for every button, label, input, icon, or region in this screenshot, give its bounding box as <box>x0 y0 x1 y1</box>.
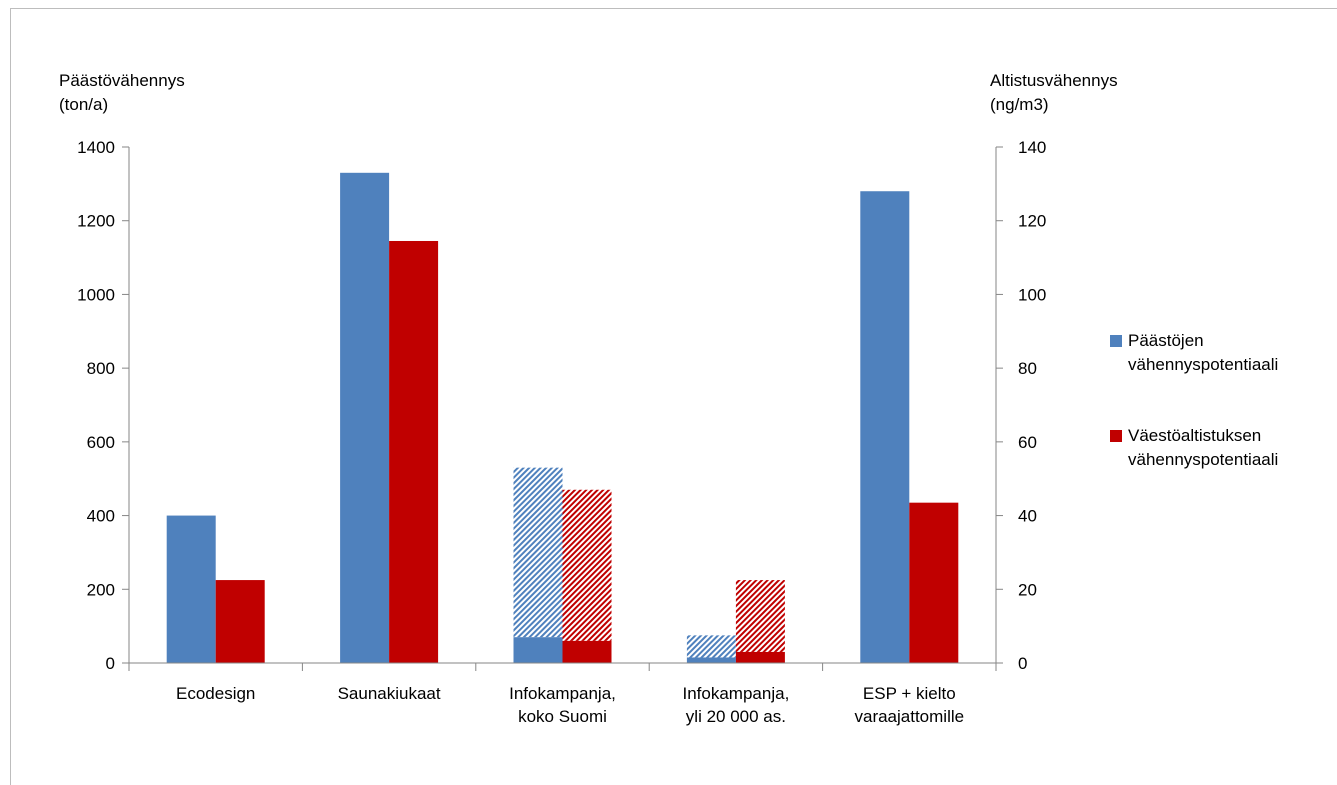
y-right-axis-title: (ng/m3) <box>990 95 1049 114</box>
legend: Päästöjen vähennyspotentiaali Väestöaltist… <box>1110 331 1278 469</box>
bar-exposure-1 <box>389 240 439 663</box>
y-left-tick-label: 0 <box>106 654 115 673</box>
y-left-axis-title: (ton/a) <box>59 95 108 114</box>
legend-label: Väestöaltistuksen <box>1128 426 1261 445</box>
y-left-tick-label: 1200 <box>77 212 115 231</box>
bar-exposure-3 <box>735 651 785 663</box>
bar-hatched-emission-2 <box>513 467 563 638</box>
y-right-tick-label: 80 <box>1018 359 1037 378</box>
legend-label: vähennyspotentiaali <box>1128 450 1278 469</box>
bar-emission-1 <box>340 172 390 664</box>
y-left-axis-title: Päästövähennys <box>59 71 185 90</box>
bar-hatched-emission-3 <box>686 635 736 658</box>
legend-swatch-0 <box>1110 335 1122 347</box>
x-category-label: varaajattomille <box>854 707 964 726</box>
chart-frame <box>10 8 1337 785</box>
bar-hatched-exposure-3 <box>735 580 785 652</box>
y-right-tick-label: 140 <box>1018 138 1046 157</box>
bar-emission-0 <box>166 515 216 663</box>
x-category-label: Infokampanja, <box>683 684 790 703</box>
y-left-tick-label: 600 <box>87 433 115 452</box>
bar-exposure-4 <box>909 502 959 663</box>
y-left-tick-label: 400 <box>87 507 115 526</box>
x-category-label: yli 20 000 as. <box>686 707 786 726</box>
y-left-tick-label: 1000 <box>77 285 115 304</box>
labels-layer: 0 200 400 600 800 1000 1200 1400 0 20 40 60 80 100 120… <box>59 71 1118 726</box>
y-right-tick-label: 120 <box>1018 212 1046 231</box>
bar-exposure-2 <box>562 640 612 663</box>
axes-layer <box>122 146 1003 671</box>
y-right-tick-label: 20 <box>1018 580 1037 599</box>
y-right-tick-label: 0 <box>1018 654 1027 673</box>
y-right-axis-title: Altistusvähennys <box>990 71 1118 90</box>
legend-label: vähennyspotentiaali <box>1128 355 1278 374</box>
x-category-label: koko Suomi <box>518 707 607 726</box>
y-left-tick-label: 200 <box>87 580 115 599</box>
y-right-tick-label: 100 <box>1018 285 1046 304</box>
bar-exposure-0 <box>215 580 265 663</box>
bar-emission-2 <box>513 637 563 663</box>
bar-hatched-exposure-2 <box>562 489 612 641</box>
legend-swatch-1 <box>1110 430 1122 442</box>
y-left-tick-label: 1400 <box>77 138 115 157</box>
x-category-label: Infokampanja, <box>509 684 616 703</box>
bars-layer <box>166 172 959 664</box>
y-right-tick-label: 40 <box>1018 507 1037 526</box>
bar-emission-3 <box>686 657 736 663</box>
x-category-label: Ecodesign <box>176 684 255 703</box>
legend-label: Päästöjen <box>1128 331 1204 350</box>
bar-emission-4 <box>860 191 910 663</box>
y-left-tick-label: 800 <box>87 359 115 378</box>
x-category-label: Saunakiukaat <box>338 684 441 703</box>
x-category-label: ESP + kielto <box>863 684 956 703</box>
y-right-tick-label: 60 <box>1018 433 1037 452</box>
